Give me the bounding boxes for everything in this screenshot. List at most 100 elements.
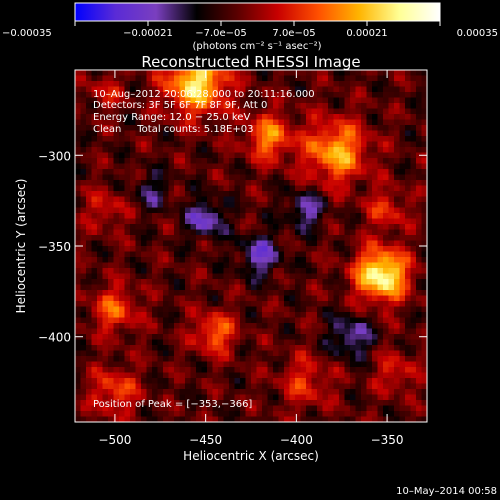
heatmap-cell — [113, 345, 120, 351]
heatmap-cell — [157, 405, 164, 412]
heatmap-cell — [284, 75, 290, 82]
heatmap-cell — [361, 163, 367, 170]
heatmap-cell — [163, 312, 169, 318]
heatmap-cell — [289, 119, 296, 126]
heatmap-cell — [218, 279, 224, 285]
heatmap-cell — [262, 163, 268, 170]
heatmap-cell — [212, 81, 219, 87]
heatmap-cell — [245, 103, 252, 109]
heatmap-cell — [333, 389, 340, 395]
heatmap-cell — [179, 323, 186, 329]
heatmap-cell — [218, 103, 224, 109]
heatmap-cell — [108, 268, 114, 274]
heatmap-cell — [372, 367, 378, 373]
heatmap-cell — [388, 119, 395, 126]
heatmap-cell — [355, 350, 362, 357]
heatmap-cell — [234, 334, 241, 340]
heatmap-cell — [218, 163, 224, 170]
heatmap-cell — [361, 317, 367, 324]
heatmap-cell — [146, 306, 153, 313]
heatmap-cell — [179, 229, 186, 236]
heatmap-cell — [91, 196, 98, 203]
heatmap-cell — [256, 350, 263, 357]
heatmap-cell — [278, 411, 285, 417]
heatmap-cell — [168, 81, 175, 87]
heatmap-cell — [388, 152, 395, 159]
heatmap-cell — [300, 119, 307, 126]
heatmap-cell — [405, 180, 411, 186]
heatmap-cell — [229, 350, 235, 357]
heatmap-cell — [333, 301, 340, 307]
heatmap-cell — [262, 180, 268, 186]
heatmap-cell — [350, 361, 356, 368]
heatmap-cell — [377, 75, 384, 82]
heatmap-cell — [344, 372, 351, 379]
heatmap-cell — [240, 70, 246, 76]
heatmap-cell — [278, 416, 285, 423]
heatmap-cell — [377, 383, 384, 390]
heatmap-cell — [102, 306, 109, 313]
heatmap-cell — [350, 306, 356, 313]
heatmap-cell — [251, 174, 257, 181]
heatmap-cell — [196, 196, 202, 203]
heatmap-cell — [113, 246, 120, 252]
heatmap-cell — [262, 224, 268, 230]
heatmap-cell — [163, 372, 169, 379]
heatmap-cell — [300, 328, 307, 335]
heatmap-cell — [377, 345, 384, 351]
heatmap-cell — [157, 70, 164, 76]
heatmap-cell — [284, 169, 290, 175]
heatmap-cell — [278, 334, 285, 340]
heatmap-cell — [300, 257, 307, 263]
heatmap-cell — [361, 262, 367, 269]
heatmap-cell — [179, 350, 186, 357]
heatmap-cell — [322, 339, 329, 346]
heatmap-cell — [394, 411, 400, 417]
heatmap-cell — [185, 218, 191, 225]
heatmap-cell — [333, 169, 340, 175]
heatmap-cell — [361, 141, 367, 148]
heatmap-cell — [262, 240, 268, 247]
heatmap-cell — [405, 372, 411, 379]
heatmap-cell — [124, 180, 131, 186]
heatmap-cell — [251, 361, 257, 368]
heatmap-cell — [152, 279, 158, 285]
heatmap-cell — [284, 103, 290, 109]
heatmap-cell — [130, 301, 136, 307]
heatmap-cell — [361, 394, 367, 401]
heatmap-cell — [223, 185, 230, 192]
heatmap-cell — [174, 317, 180, 324]
heatmap-cell — [218, 394, 224, 401]
heatmap-cell — [372, 196, 378, 203]
heatmap-cell — [146, 290, 153, 296]
heatmap-cell — [146, 114, 153, 120]
heatmap-cell — [399, 114, 406, 120]
heatmap-cell — [130, 339, 136, 346]
heatmap-cell — [306, 246, 312, 252]
heatmap-cell — [300, 174, 307, 181]
heatmap-cell — [372, 240, 378, 247]
heatmap-cell — [311, 405, 318, 412]
heatmap-cell — [174, 257, 180, 263]
heatmap-cell — [86, 323, 92, 329]
heatmap-cell — [146, 334, 153, 340]
heatmap-cell — [339, 70, 345, 76]
heatmap-cell — [163, 251, 169, 258]
heatmap-cell — [124, 383, 131, 390]
heatmap-cell — [80, 86, 87, 93]
heatmap-cell — [86, 383, 92, 390]
heatmap-cell — [108, 70, 114, 76]
heatmap-cell — [212, 114, 219, 120]
heatmap-cell — [245, 81, 252, 87]
heatmap-cell — [405, 345, 411, 351]
heatmap-cell — [377, 295, 384, 302]
heatmap-cell — [361, 416, 367, 423]
heatmap-cell — [130, 136, 136, 142]
heatmap-cell — [223, 119, 230, 126]
heatmap-cell — [256, 163, 263, 170]
heatmap-cell — [284, 317, 290, 324]
heatmap-cell — [339, 147, 345, 153]
heatmap-cell — [416, 141, 422, 148]
heatmap-cell — [295, 240, 301, 247]
heatmap-cell — [201, 334, 208, 340]
